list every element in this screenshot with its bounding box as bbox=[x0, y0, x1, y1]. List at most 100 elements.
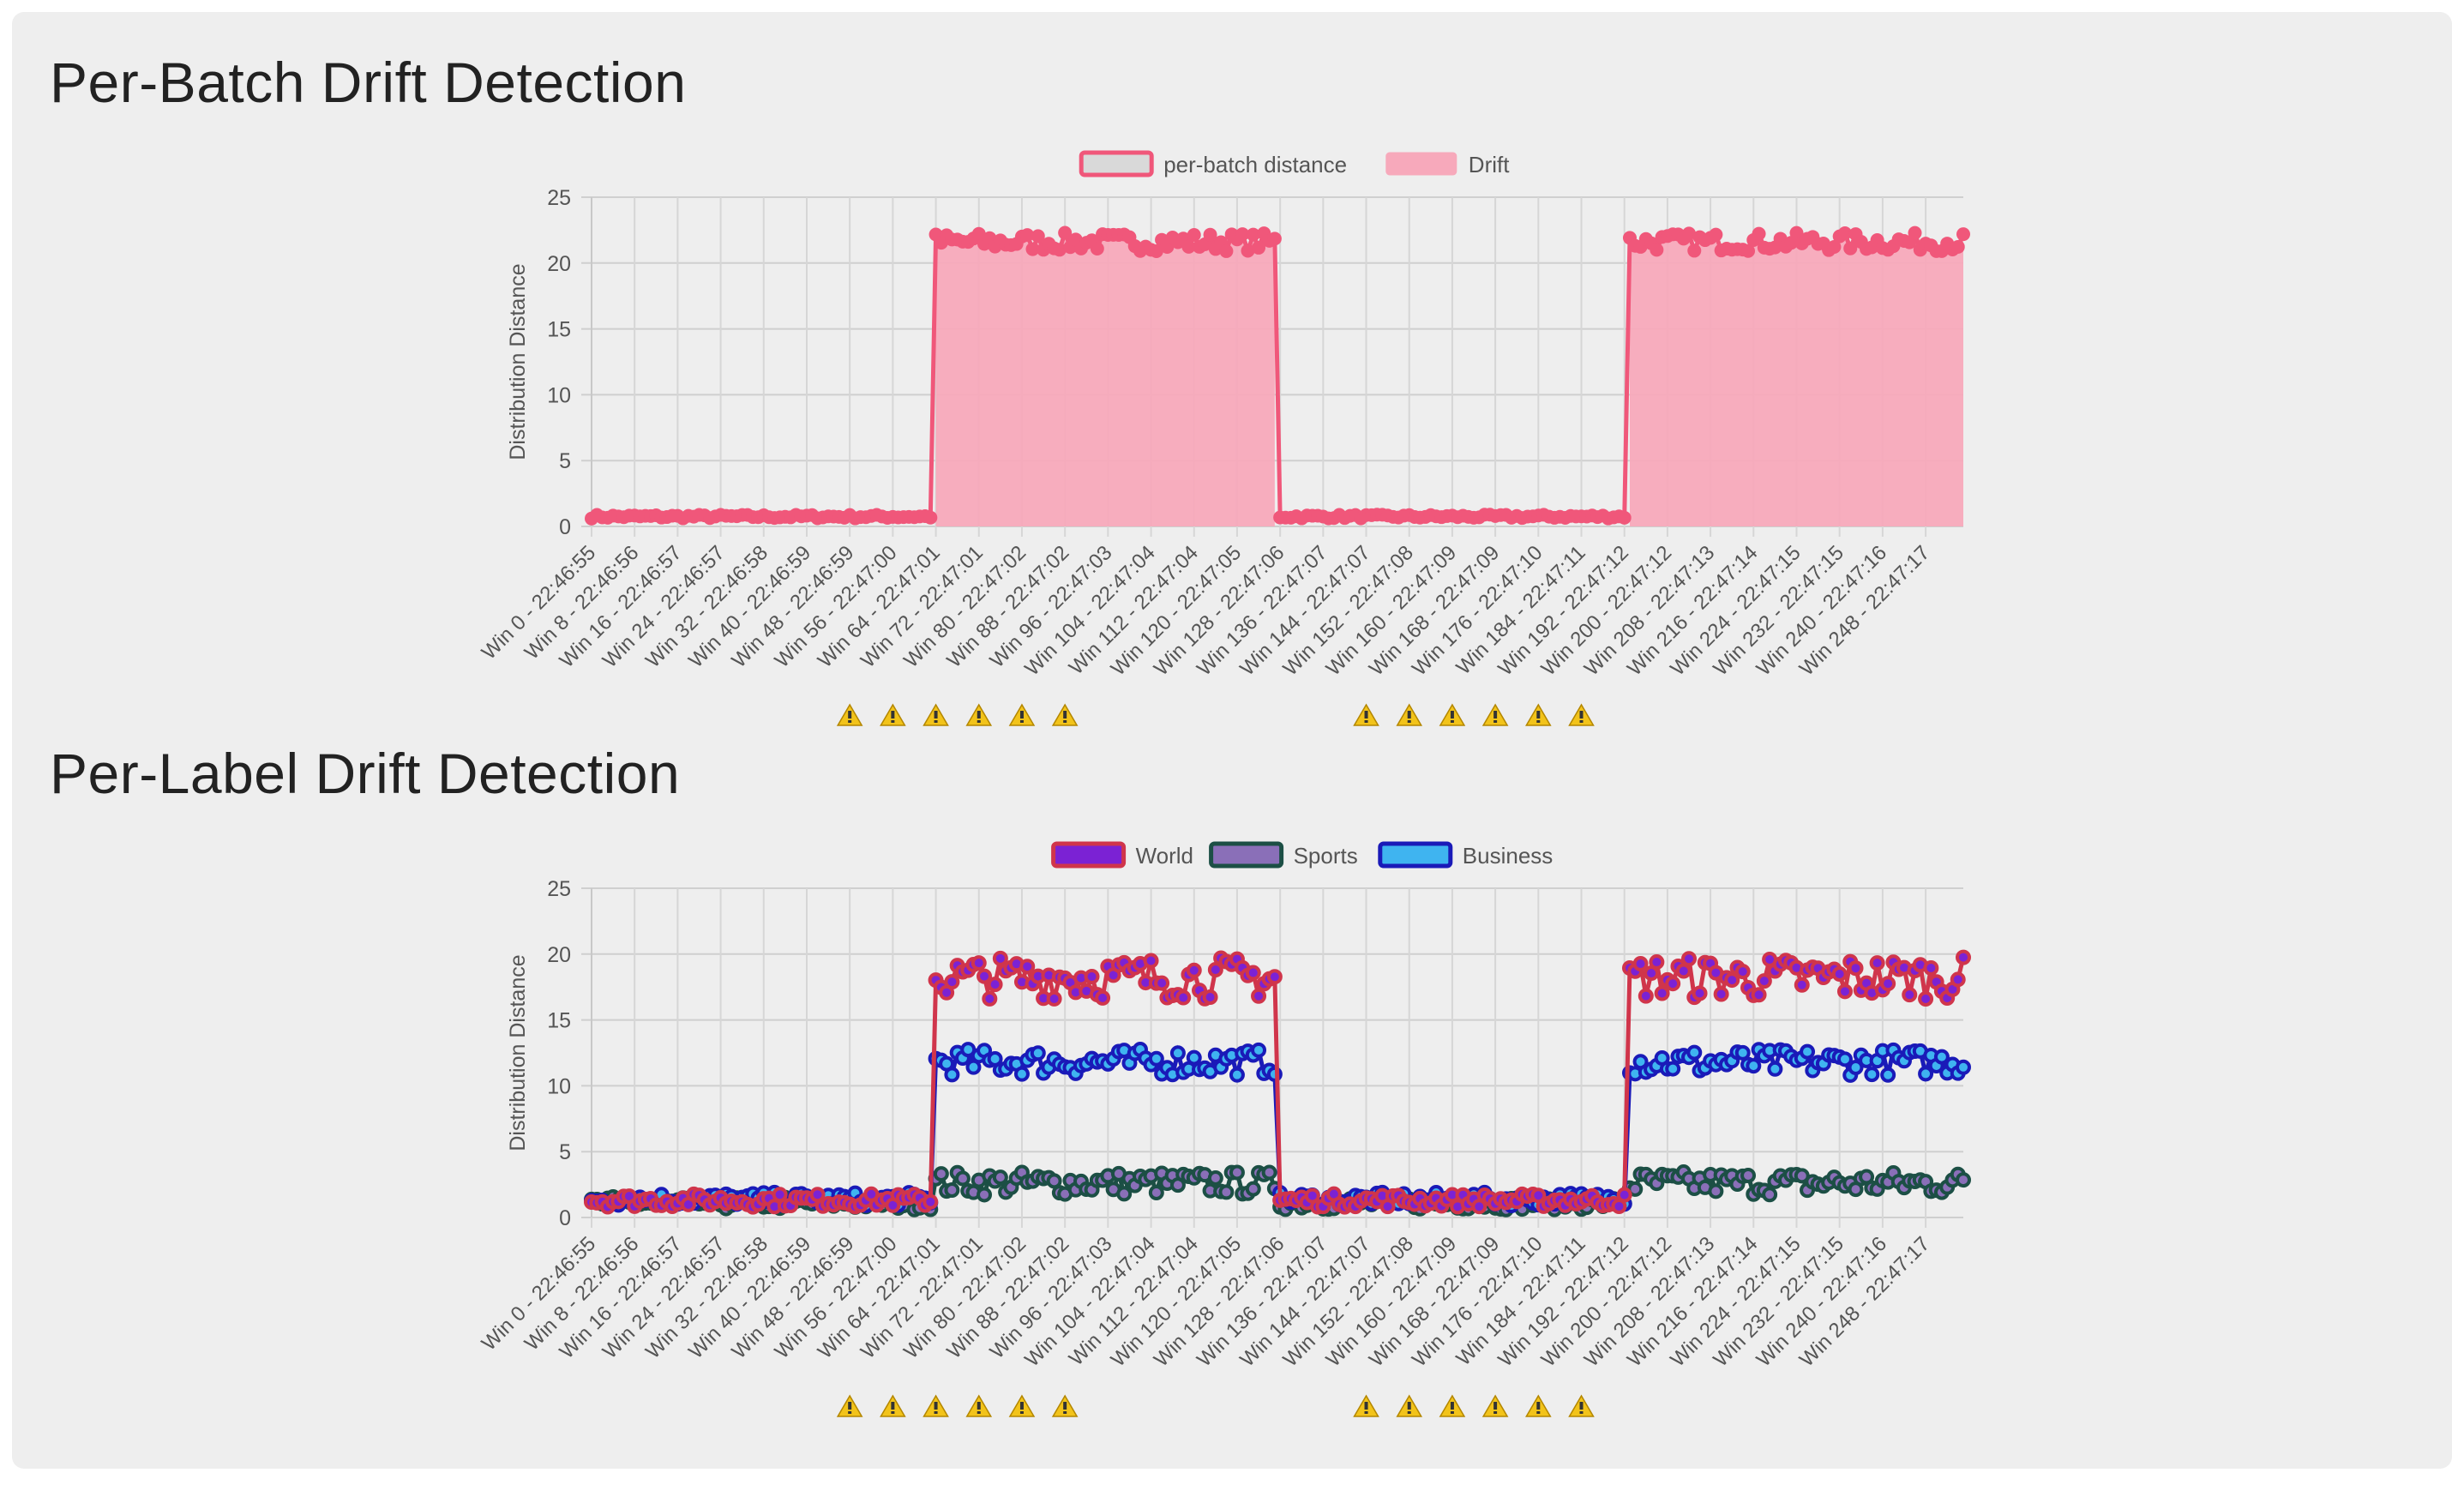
data-point bbox=[1740, 1167, 1757, 1183]
data-point bbox=[1203, 227, 1217, 242]
data-point bbox=[971, 955, 987, 971]
data-point bbox=[1789, 225, 1804, 240]
data-point bbox=[1880, 1067, 1896, 1083]
warning-icon bbox=[1568, 703, 1595, 726]
data-point bbox=[1681, 951, 1697, 967]
warning-icon bbox=[965, 1394, 993, 1417]
warning-icon bbox=[1008, 703, 1036, 726]
data-point bbox=[1675, 963, 1692, 979]
warning-icon bbox=[965, 703, 993, 726]
data-point bbox=[1090, 242, 1104, 256]
data-point bbox=[1638, 988, 1654, 1004]
y-tick-label: 20 bbox=[547, 943, 571, 967]
data-point bbox=[1800, 1043, 1816, 1060]
data-point bbox=[1734, 964, 1751, 980]
data-point bbox=[1734, 1044, 1751, 1061]
warning-icon bbox=[1525, 1394, 1552, 1417]
data-point bbox=[1266, 969, 1283, 985]
data-point bbox=[1095, 989, 1111, 1006]
drift-area bbox=[935, 232, 1275, 526]
warning-icon bbox=[1568, 1394, 1595, 1417]
data-point bbox=[1031, 229, 1045, 243]
warning-icon bbox=[922, 703, 949, 726]
data-point bbox=[1019, 959, 1036, 975]
data-point bbox=[1665, 1061, 1681, 1077]
data-point bbox=[977, 968, 993, 984]
data-point bbox=[1902, 987, 1918, 1003]
data-point bbox=[1218, 1184, 1235, 1200]
data-point bbox=[1713, 986, 1729, 1002]
data-point bbox=[1918, 991, 1934, 1007]
data-point bbox=[1767, 1061, 1783, 1077]
data-point bbox=[1148, 1184, 1164, 1200]
data-point bbox=[1219, 243, 1234, 258]
data-point bbox=[1950, 971, 1966, 988]
data-point bbox=[809, 1187, 826, 1203]
data-point bbox=[923, 510, 938, 525]
y-tick-label: 25 bbox=[547, 186, 571, 210]
data-point bbox=[982, 990, 998, 1007]
data-point bbox=[922, 1193, 939, 1210]
data-point bbox=[1030, 1045, 1046, 1061]
data-point bbox=[1207, 962, 1223, 978]
warning-icon bbox=[880, 1394, 906, 1417]
legend-item[interactable]: per-batch distance bbox=[1079, 150, 1347, 177]
legend-label: World bbox=[1136, 843, 1193, 869]
warning-icon bbox=[836, 1394, 863, 1417]
data-point bbox=[1682, 226, 1696, 241]
data-point bbox=[1181, 239, 1196, 254]
drift-area bbox=[1629, 232, 1963, 526]
data-point bbox=[1923, 960, 1939, 977]
warning-icon bbox=[880, 703, 906, 726]
data-point bbox=[1267, 231, 1282, 246]
warning-icon bbox=[1525, 703, 1552, 726]
legend-item[interactable]: Drift bbox=[1385, 152, 1510, 177]
data-point bbox=[1186, 1049, 1202, 1066]
data-point bbox=[1154, 975, 1170, 991]
data-point bbox=[1148, 1050, 1164, 1067]
data-point bbox=[1632, 956, 1649, 972]
data-point bbox=[1046, 1173, 1062, 1189]
warning-icon bbox=[1353, 703, 1379, 726]
data-point bbox=[992, 950, 1008, 966]
legend-label: Sports bbox=[1294, 843, 1358, 869]
y-tick-label: 10 bbox=[547, 383, 571, 407]
legend-item[interactable]: World bbox=[1051, 841, 1193, 869]
data-point bbox=[1950, 239, 1965, 254]
data-point bbox=[1836, 1051, 1853, 1067]
y-tick-label: 15 bbox=[547, 318, 571, 342]
data-point bbox=[1864, 1067, 1880, 1083]
legend-label: Drift bbox=[1469, 152, 1510, 177]
data-point bbox=[1880, 976, 1896, 992]
data-point bbox=[1956, 949, 1971, 965]
warning-icon bbox=[1439, 1394, 1466, 1417]
data-point bbox=[1836, 983, 1853, 1000]
per-label-title: Per-Label Drift Detection bbox=[50, 742, 681, 805]
legend-item[interactable]: Business bbox=[1378, 841, 1554, 869]
y-axis-label: Distribution Distance bbox=[506, 263, 530, 460]
data-point bbox=[1186, 962, 1202, 978]
data-point bbox=[1956, 227, 1970, 242]
per-batch-title: Per-Batch Drift Detection bbox=[50, 51, 687, 114]
data-point bbox=[1229, 1164, 1245, 1181]
data-point bbox=[1756, 973, 1772, 989]
legend-item[interactable]: Sports bbox=[1209, 841, 1358, 869]
warning-icon bbox=[1481, 703, 1509, 726]
data-point bbox=[1724, 972, 1740, 989]
data-point bbox=[933, 1166, 949, 1182]
y-tick-label: 5 bbox=[559, 449, 571, 473]
y-tick-label: 10 bbox=[547, 1074, 571, 1098]
data-point bbox=[1918, 1066, 1934, 1082]
data-point bbox=[1207, 1169, 1223, 1186]
data-point bbox=[1252, 240, 1266, 255]
data-point bbox=[1084, 968, 1100, 984]
data-point bbox=[971, 226, 986, 241]
data-point bbox=[1251, 1042, 1267, 1058]
data-point bbox=[1869, 955, 1885, 971]
data-point bbox=[1143, 953, 1159, 969]
data-point bbox=[1654, 985, 1670, 1001]
data-point bbox=[1752, 226, 1766, 241]
data-point bbox=[1649, 954, 1665, 971]
data-point bbox=[1843, 241, 1858, 256]
